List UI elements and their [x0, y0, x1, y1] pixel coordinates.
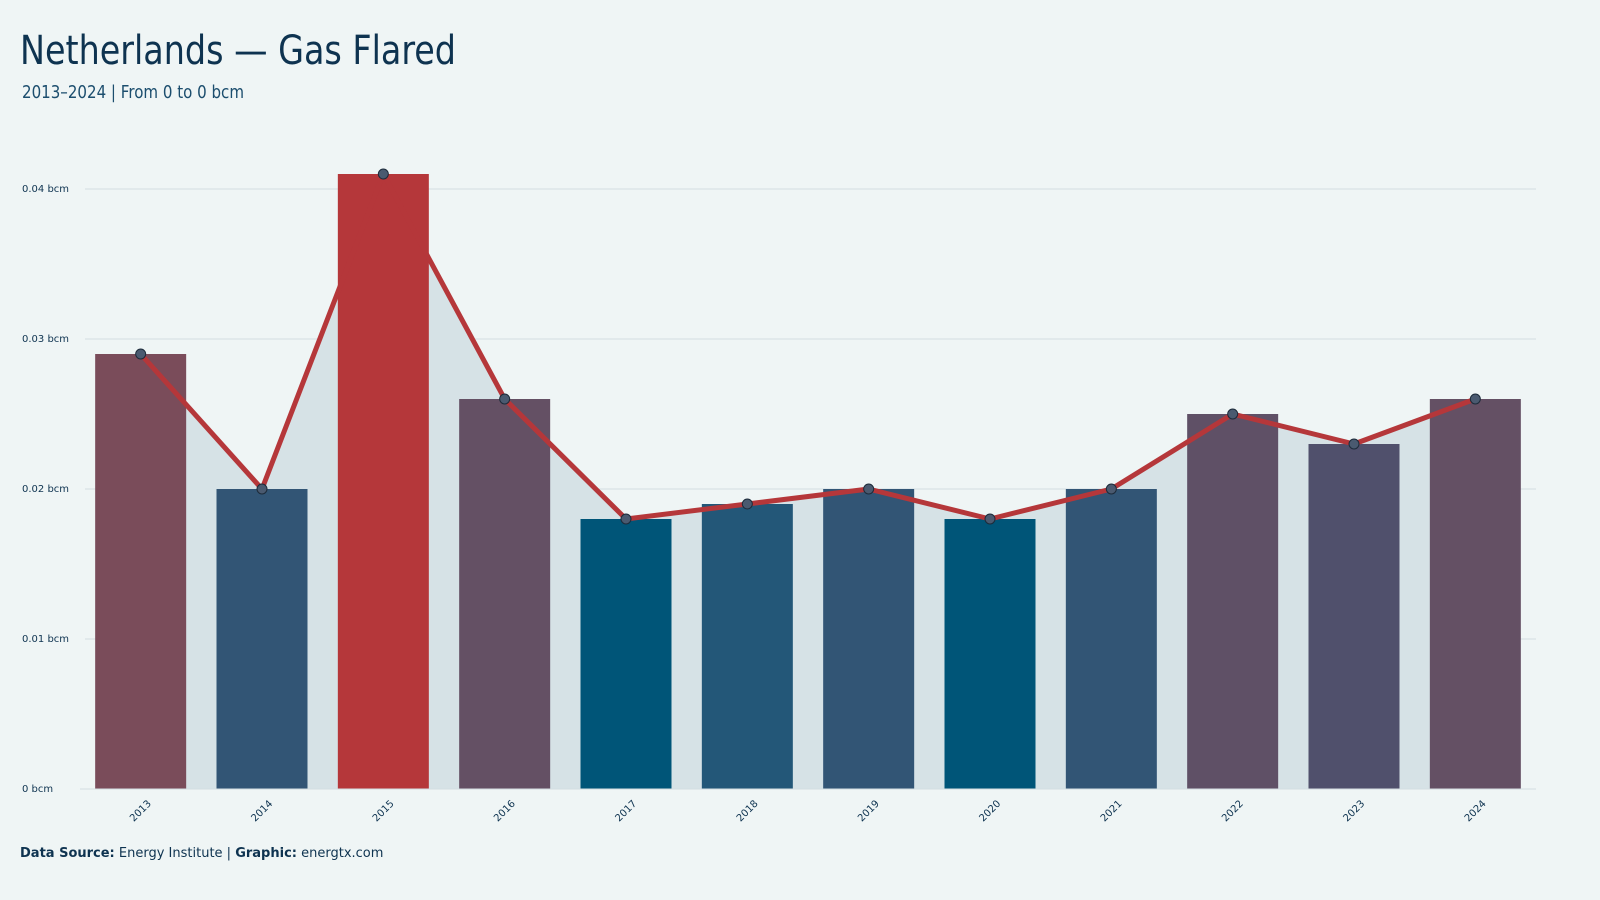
footer-graphic-label: Graphic:: [235, 846, 297, 861]
x-tick-label: 2014: [249, 798, 275, 824]
x-tick-label: 2021: [1099, 798, 1125, 824]
bar: [1065, 489, 1157, 789]
plot: 0 bcm 0.01 bcm 0.02 bcm 0.03 bcm 0.04 bcm 201…: [22, 168, 1536, 824]
line-point: [135, 348, 147, 360]
bar: [337, 174, 429, 789]
y-tick-label: 0.01 bcm: [22, 634, 69, 645]
line-point: [984, 513, 996, 525]
trend-line: [138, 171, 1477, 522]
x-tick-label: 2023: [1341, 798, 1367, 824]
y-tick-label: 0.03 bcm: [22, 334, 69, 345]
x-tick-label: 2020: [977, 798, 1003, 824]
line-point: [499, 393, 511, 405]
footer: Data Source: Energy Institute | Graphic:…: [20, 846, 383, 861]
line-point: [1105, 483, 1117, 495]
bar: [1308, 444, 1400, 789]
bar: [95, 354, 187, 789]
x-tick-label: 2015: [371, 798, 397, 824]
bar: [1187, 414, 1279, 789]
y-tick-label: 0.02 bcm: [22, 484, 69, 495]
line-point: [620, 513, 632, 525]
x-tick-label: 2022: [1220, 798, 1246, 824]
x-tick-label: 2018: [735, 798, 761, 824]
line-point: [741, 498, 753, 510]
bar: [580, 519, 672, 789]
bar: [823, 489, 915, 789]
bar: [216, 489, 308, 789]
x-tick-label: 2024: [1463, 798, 1489, 824]
y-tick-label: 0 bcm: [22, 784, 53, 795]
x-tick-label: 2019: [856, 798, 882, 824]
line-point: [256, 483, 268, 495]
line-point: [377, 168, 389, 180]
bar: [944, 519, 1036, 789]
line-point: [1348, 438, 1360, 450]
x-tick-label: 2016: [492, 798, 518, 824]
chart-title: Netherlands — Gas Flared: [20, 28, 456, 74]
bar: [459, 399, 551, 789]
line-point: [863, 483, 875, 495]
chart-subtitle: 2013–2024 | From 0 to 0 bcm: [22, 82, 244, 103]
footer-source: Energy Institute |: [119, 846, 231, 861]
x-tick-label: 2013: [128, 798, 154, 824]
footer-graphic: energtx.com: [301, 846, 383, 861]
y-tick-label: 0.04 bcm: [22, 184, 69, 195]
line-point: [1469, 393, 1481, 405]
x-tick-label: 2017: [613, 798, 639, 824]
bar: [1429, 399, 1521, 789]
line-point: [1227, 408, 1239, 420]
footer-source-label: Data Source:: [20, 846, 115, 861]
bar: [701, 504, 793, 789]
